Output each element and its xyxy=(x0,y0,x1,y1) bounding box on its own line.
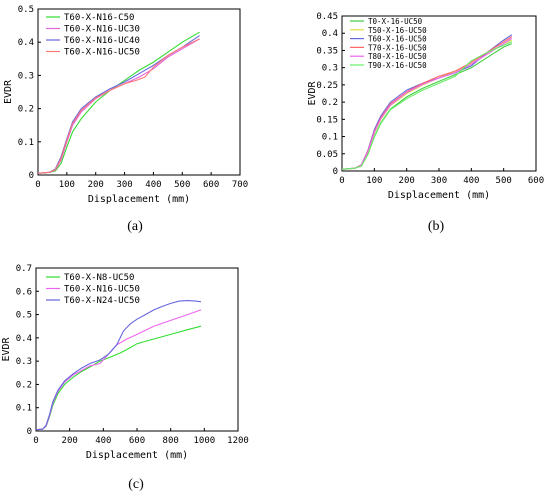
chart-panel-a: (a) 0 100 200 300 400 500 600 700 0 0.1 0.2 0.3 0.4 0… xyxy=(3,5,248,234)
chart-panel-c: (c) 0 200 400 600 800 1000 1200 0 0.1 0.2 0.3 0.4 0.… xyxy=(1,264,249,492)
y-tick-label: 0.2 xyxy=(322,98,338,108)
chart-panel-b: (b) 0 100 200 300 400 500 600 0 0.05 0.1 0.15 0.2 0.… xyxy=(307,12,544,234)
legend-label: T80-X-16-UC50 xyxy=(368,52,427,61)
x-tick-label: 600 xyxy=(129,436,145,446)
x-tick-label: 300 xyxy=(116,180,132,190)
y-tick-label: 0.05 xyxy=(316,150,338,160)
series-line-T80-X-16-UC50 xyxy=(341,37,513,170)
legend-label: T50-X-16-UC50 xyxy=(368,26,427,35)
x-tick-label: 400 xyxy=(145,180,161,190)
x-tick-label: 500 xyxy=(174,180,190,190)
y-tick-label: 0.1 xyxy=(18,138,34,148)
x-tick-label: 800 xyxy=(163,436,179,446)
y-tick-label: 0.4 xyxy=(16,334,32,344)
y-tick-label: 0.2 xyxy=(16,380,32,390)
x-tick-label: 100 xyxy=(59,180,75,190)
x-tick-label: 1200 xyxy=(227,436,249,446)
x-tick-label: 100 xyxy=(366,176,382,186)
x-tick-label: 0 xyxy=(339,176,344,186)
y-tick-label: 0 xyxy=(333,167,338,177)
y-tick-label: 0.15 xyxy=(316,115,338,125)
legend-label: T60-X-N16-UC30 xyxy=(64,25,140,35)
series-line-T60-X-N16-C50 xyxy=(37,31,200,174)
y-tick-label: 0.1 xyxy=(16,404,32,414)
legend-label: T0-X-16-UC50 xyxy=(368,17,423,26)
legend-label: T70-X-16-UC50 xyxy=(368,43,427,52)
x-tick-label: 500 xyxy=(496,176,512,186)
legend-label: T60-X-N16-C50 xyxy=(64,13,134,23)
legend-label: T60-X-N16-UC50 xyxy=(64,285,140,295)
y-tick-label: 0.3 xyxy=(18,71,34,81)
legend-label: T60-X-N16-UC40 xyxy=(64,36,140,46)
legend-label: T60-X-N16-UC50 xyxy=(64,48,140,58)
series-line-T60-X-N16-UC50 xyxy=(37,38,200,174)
y-tick-label: 0.5 xyxy=(18,5,34,15)
y-tick-label: 0.45 xyxy=(316,12,338,22)
x-tick-label: 200 xyxy=(88,180,104,190)
y-tick-label: 0.35 xyxy=(316,46,338,56)
x-tick-label: 700 xyxy=(232,180,248,190)
x-axis-label: Displacement (mm) xyxy=(86,450,188,461)
y-tick-label: 0 xyxy=(29,171,34,181)
x-tick-label: 400 xyxy=(95,436,111,446)
legend-label: T60-X-16-UC50 xyxy=(368,35,427,44)
x-tick-label: 200 xyxy=(399,176,415,186)
y-tick-label: 0.3 xyxy=(16,357,32,367)
x-tick-label: 0 xyxy=(35,180,40,190)
y-tick-label: 0.25 xyxy=(316,81,338,91)
x-tick-label: 600 xyxy=(528,176,544,186)
series-line-T60-X-N24-UC50 xyxy=(35,300,202,431)
x-tick-label: 1000 xyxy=(193,436,215,446)
y-tick-label: 0.4 xyxy=(322,29,338,39)
series-line-T90-X-16-UC50 xyxy=(341,41,513,170)
series-line-T60-X-N16-UC50 xyxy=(35,309,202,431)
legend-label: T90-X-16-UC50 xyxy=(368,61,427,70)
x-tick-label: 0 xyxy=(33,436,38,446)
panel-caption-c: (c) xyxy=(128,477,144,492)
y-axis-label: EVDR xyxy=(1,336,12,361)
y-tick-label: 0 xyxy=(27,427,32,437)
x-tick-label: 400 xyxy=(463,176,479,186)
x-tick-label: 600 xyxy=(203,180,219,190)
y-tick-label: 0.3 xyxy=(322,64,338,74)
x-axis-label: Displacement (mm) xyxy=(88,194,190,205)
y-tick-label: 0.2 xyxy=(18,105,34,115)
x-axis-label: Displacement (mm) xyxy=(388,190,490,201)
legend-label: T60-X-N24-UC50 xyxy=(64,296,140,306)
y-tick-label: 0.5 xyxy=(16,311,32,321)
y-axis-label: EVDR xyxy=(3,79,14,104)
x-tick-label: 200 xyxy=(62,436,78,446)
x-tick-label: 300 xyxy=(431,176,447,186)
panel-caption-a: (a) xyxy=(127,219,143,234)
legend-label: T60-X-N8-UC50 xyxy=(64,273,134,283)
plot-frame xyxy=(37,8,241,176)
panel-caption-b: (b) xyxy=(428,219,445,234)
y-axis-label: EVDR xyxy=(307,80,318,105)
y-tick-label: 0.6 xyxy=(16,287,32,297)
y-tick-label: 0.7 xyxy=(16,264,32,274)
y-tick-label: 0.4 xyxy=(18,38,34,48)
y-tick-label: 0.1 xyxy=(322,133,338,143)
